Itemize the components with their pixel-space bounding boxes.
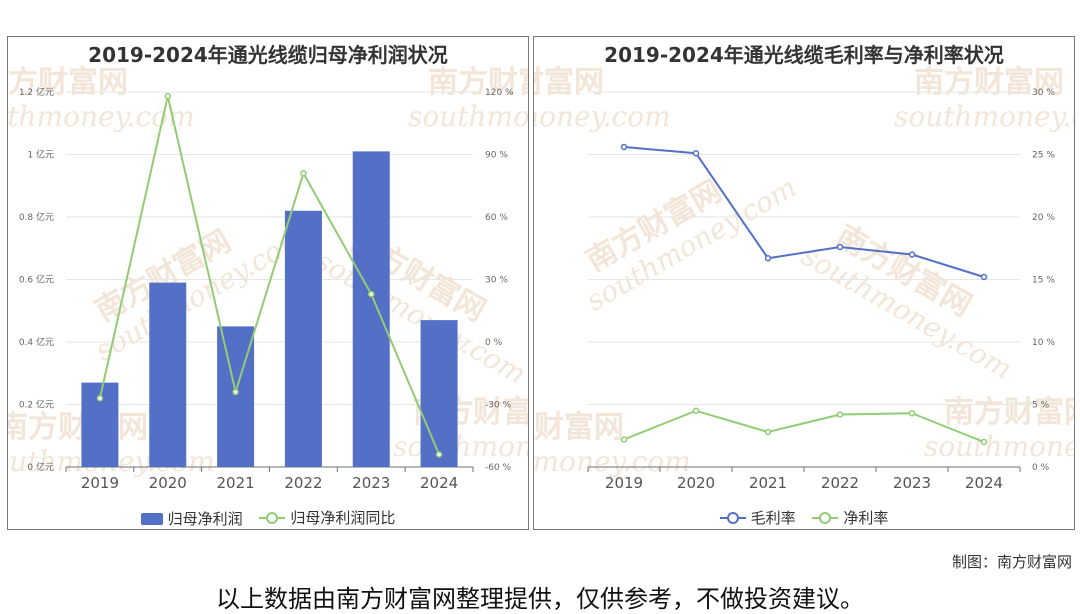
line-net-margin xyxy=(623,409,985,443)
y-right-tick-label: 0 % xyxy=(1032,463,1050,473)
watermark-en: southmoney.com xyxy=(534,100,671,133)
y-right-tick-label: 0 % xyxy=(485,338,503,348)
watermark-cn: 南方财富网 xyxy=(534,410,624,445)
bar-net-profit xyxy=(149,282,187,467)
point-net-margin xyxy=(692,407,700,414)
disclaimer-text: 以上数据由南方财富网整理提供，仅供参考，不做投资建议。 xyxy=(216,585,864,613)
y-right-tick-label: 90 % xyxy=(485,151,508,161)
y-left-tick-label: 0.6 亿元 xyxy=(19,274,54,286)
watermark-en: southmoney.com xyxy=(408,100,529,133)
legend-line-swatch xyxy=(259,511,286,525)
y-right-tick-label: 20 % xyxy=(1032,213,1055,223)
point-gross-margin xyxy=(908,251,916,258)
y-left-tick-label: 0.2 亿元 xyxy=(19,399,54,411)
point-net-profit-yoy xyxy=(96,395,104,402)
legend-label-net-profit-yoy: 归母净利润同比 xyxy=(290,509,396,527)
y-left-tick-label: 0 亿元 xyxy=(27,461,54,473)
x-tick-label: 2019 xyxy=(81,474,119,492)
x-tick-label: 2022 xyxy=(284,474,322,492)
watermark-en: southmoney.com xyxy=(393,430,529,463)
right-chart-legend: 毛利率 净利率 xyxy=(534,507,1074,529)
point-net-profit-yoy xyxy=(164,92,171,100)
point-net-margin xyxy=(908,410,916,417)
watermark-cn: 南方财富网 xyxy=(428,65,529,100)
y-right-tick-label: 30 % xyxy=(1032,88,1055,98)
point-gross-margin xyxy=(620,143,628,151)
chart-credit: 制图：南方财富网 xyxy=(951,553,1072,571)
point-gross-margin xyxy=(980,273,988,281)
point-net-profit-yoy xyxy=(232,388,239,396)
watermark-cn: 南方财富网 xyxy=(8,65,128,100)
y-left-tick-label: 1.2 亿元 xyxy=(19,86,54,98)
y-right-tick-label: 10 % xyxy=(1032,338,1055,348)
x-tick-label: 2023 xyxy=(352,474,390,492)
watermark-cn: 南方财富网 xyxy=(914,65,1064,100)
point-net-profit-yoy xyxy=(435,451,443,458)
x-tick-label: 2019 xyxy=(605,474,643,492)
left-chart-panel: 南方财富网southmoney.com南方财富网southmoney.com南方… xyxy=(7,36,529,530)
watermark-cn: 南方财富网 xyxy=(944,395,1075,430)
y-right-tick-label: 120 % xyxy=(485,88,514,98)
watermark-en: southmoney.com xyxy=(534,445,691,478)
legend-item-gross-margin[interactable]: 毛利率 xyxy=(719,507,796,528)
legend-item-net-profit[interactable]: 归母净利润 xyxy=(140,508,243,529)
point-net-margin xyxy=(620,436,628,443)
right-chart-title: 2019-2024年通光线缆毛利率与净利率状况 xyxy=(604,43,1004,67)
legend-item-net-margin[interactable]: 净利率 xyxy=(812,507,888,528)
left-chart-svg: 南方财富网southmoney.com南方财富网southmoney.com南方… xyxy=(8,65,529,492)
y-right-tick-label: -30 % xyxy=(485,401,512,411)
point-net-profit-yoy xyxy=(300,170,307,177)
bar-net-profit xyxy=(352,151,390,467)
point-net-margin xyxy=(980,438,988,446)
y-right-tick-label: 15 % xyxy=(1032,276,1055,286)
legend-label-net-margin: 净利率 xyxy=(843,509,889,527)
y-right-tick-label: -60 % xyxy=(485,463,512,473)
point-net-margin xyxy=(836,411,844,418)
y-right-tick-label: 30 % xyxy=(485,276,508,286)
x-tick-label: 2022 xyxy=(821,474,859,492)
x-tick-label: 2021 xyxy=(749,474,787,492)
y-left-tick-label: 1 亿元 xyxy=(27,149,54,161)
x-tick-label: 2024 xyxy=(420,474,458,492)
bar-net-profit xyxy=(420,320,458,467)
watermark-cn: 南方财富网 xyxy=(534,65,604,100)
legend-line-swatch xyxy=(719,511,746,525)
left-chart-legend: 归母净利润 归母净利润同比 xyxy=(8,507,528,529)
bar-net-profit xyxy=(284,210,322,467)
x-tick-label: 2023 xyxy=(893,474,931,492)
point-net-profit-yoy xyxy=(368,290,375,298)
legend-item-net-profit-yoy[interactable]: 归母净利润同比 xyxy=(259,507,395,528)
x-tick-label: 2021 xyxy=(216,474,254,492)
watermark-cn: 南方财富网 xyxy=(8,410,148,445)
legend-label-gross-margin: 毛利率 xyxy=(750,509,796,527)
left-chart-title: 2019-2024年通光线缆归母净利润状况 xyxy=(88,43,448,67)
y-right-tick-label: 25 % xyxy=(1032,151,1055,161)
x-tick-label: 2020 xyxy=(677,474,715,492)
y-left-tick-label: 0.8 亿元 xyxy=(19,211,54,223)
point-gross-margin xyxy=(764,255,772,262)
y-right-tick-label: 5 % xyxy=(1032,401,1050,411)
y-left-tick-label: 0.4 亿元 xyxy=(19,336,54,348)
x-tick-label: 2024 xyxy=(965,474,1003,492)
watermark-en: southmoney.com xyxy=(924,430,1075,463)
x-tick-label: 2020 xyxy=(149,474,187,492)
point-net-margin xyxy=(764,428,772,436)
legend-label-net-profit: 归母净利润 xyxy=(167,510,243,528)
legend-line-swatch xyxy=(812,511,839,525)
right-chart-panel: 南方财富网 southmoney.com 南方财富网 southmoney.com 南方… xyxy=(533,36,1075,530)
point-gross-margin xyxy=(836,243,844,251)
y-right-tick-label: 60 % xyxy=(485,213,508,223)
line-net-profit-yoy xyxy=(98,95,441,455)
watermark-en: southmoney.com xyxy=(894,100,1075,133)
line-gross-margin xyxy=(623,146,985,278)
legend-bar-swatch xyxy=(140,512,163,525)
point-gross-margin xyxy=(692,150,700,157)
